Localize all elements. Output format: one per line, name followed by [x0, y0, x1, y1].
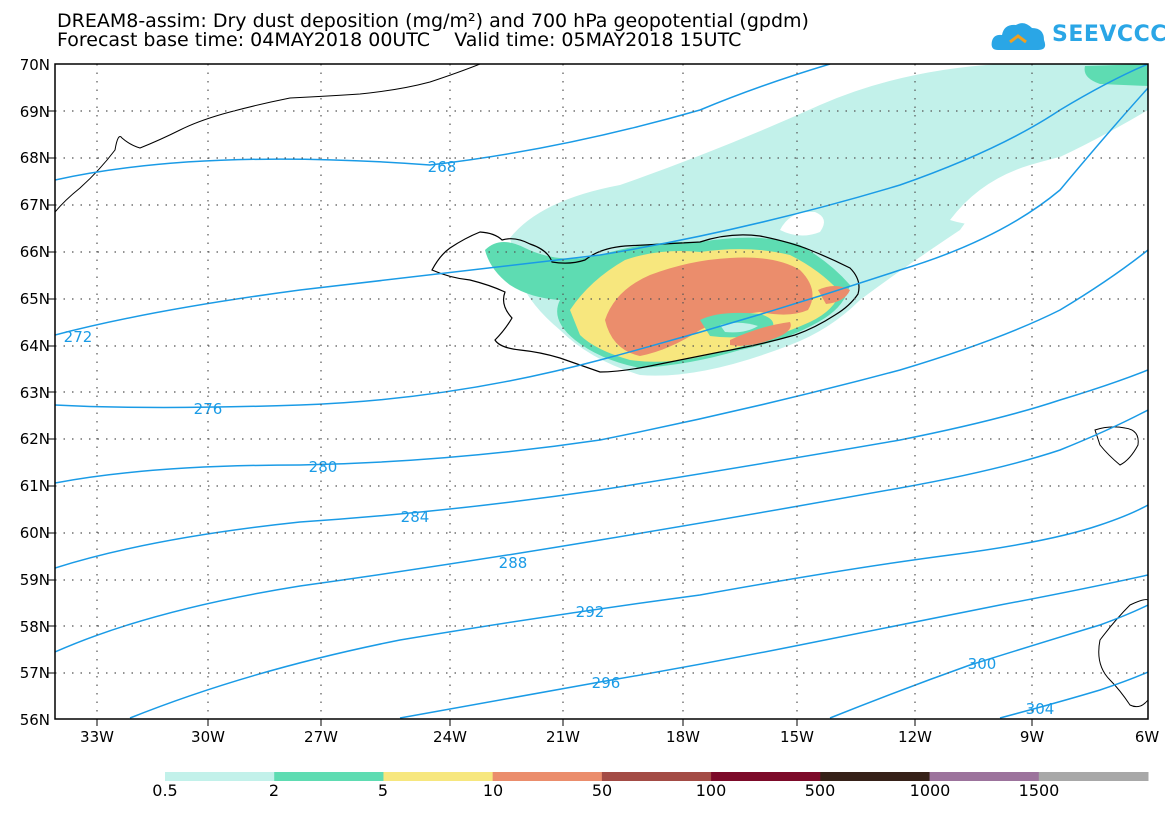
lon-label: 15W	[780, 728, 814, 746]
colorbar-swatch	[711, 772, 821, 781]
colorbar-label: 0.5	[152, 781, 178, 800]
greenland-coast	[55, 64, 481, 213]
colorbar-swatch	[1038, 772, 1149, 781]
colorbar-swatch	[601, 772, 712, 781]
lon-label: 6W	[1135, 728, 1160, 746]
lat-label: 59N	[20, 571, 50, 589]
lat-label: 66N	[20, 243, 50, 261]
dust-hotspot-south	[730, 322, 791, 346]
lon-label: 24W	[433, 728, 467, 746]
contour-label: 296	[592, 674, 621, 692]
dust-gap	[780, 211, 824, 236]
cloud-icon	[991, 23, 1046, 50]
colorbar-swatch	[274, 772, 384, 781]
dust-area-orange	[605, 257, 813, 356]
lon-label: 9W	[1020, 728, 1045, 746]
lat-label: 60N	[20, 524, 50, 542]
contour-label: 268	[428, 158, 457, 176]
lat-label: 67N	[20, 196, 50, 214]
colorbar-swatch	[820, 772, 931, 781]
colorbar-label: 50	[591, 781, 613, 800]
faroe-islands	[1094, 426, 1139, 466]
contour-label: 292	[576, 603, 605, 621]
contour-labels: 268 272 276 280 284 288 292 296 300 304	[64, 158, 1055, 718]
lat-label: 58N	[20, 618, 50, 636]
geopotential-contours	[55, 64, 1148, 719]
lon-label: 33W	[80, 728, 114, 746]
dust-hole-mid-2	[720, 322, 758, 333]
axis-ticks	[48, 110, 1033, 726]
lon-label: 27W	[304, 728, 338, 746]
lat-label: 69N	[20, 103, 50, 121]
logo-text: SEEVCCC	[1052, 22, 1167, 47]
map-title-line-1: DREAM8-assim: Dry dust deposition (mg/m²…	[57, 10, 809, 32]
colorbar	[165, 772, 1149, 781]
lon-label: 18W	[666, 728, 700, 746]
contour-label: 300	[968, 655, 997, 673]
lon-label: 12W	[898, 728, 932, 746]
lat-label: 56N	[20, 711, 50, 729]
seevccc-logo	[990, 14, 1170, 58]
colorbar-swatch	[492, 772, 603, 781]
lat-labels: 70N 69N 68N 67N 66N 65N 64N 63N 62N 61N …	[20, 56, 50, 729]
contour-label: 272	[64, 328, 93, 346]
contour-label: 276	[194, 400, 223, 418]
colorbar-swatch	[165, 772, 275, 781]
contour-label: 304	[1026, 700, 1055, 718]
dust-gap-2	[950, 140, 1148, 225]
colorbar-swatch	[929, 772, 1040, 781]
dust-hotspot-east	[818, 286, 850, 304]
lon-labels: 33W 30W 27W 24W 21W 18W 15W 12W 9W 6W	[80, 728, 1159, 746]
lat-label: 70N	[20, 56, 50, 74]
lat-label: 68N	[20, 149, 50, 167]
contour-label: 280	[309, 458, 338, 476]
colorbar-label: 500	[804, 781, 836, 800]
lat-label: 57N	[20, 664, 50, 682]
map-title-line-2: Forecast base time: 04MAY2018 00UTC Vali…	[57, 29, 742, 51]
scotland-coast	[1098, 599, 1148, 708]
lat-label: 64N	[20, 337, 50, 355]
gridlines	[55, 64, 1148, 719]
colorbar-label: 5	[377, 781, 389, 800]
lat-label: 63N	[20, 384, 50, 402]
colorbar-label: 2	[268, 781, 280, 800]
lon-label: 21W	[546, 728, 580, 746]
lat-label: 62N	[20, 430, 50, 448]
colorbar-label: 1500	[1018, 781, 1060, 800]
lat-label: 61N	[20, 477, 50, 495]
lat-label: 65N	[20, 290, 50, 308]
colorbar-swatch	[383, 772, 494, 781]
colorbar-label: 10	[482, 781, 504, 800]
colorbar-label: 1000	[909, 781, 951, 800]
dust-area-upper-right	[1084, 64, 1148, 86]
iceland-coast	[431, 231, 860, 373]
colorbar-label: 100	[695, 781, 727, 800]
contour-label: 288	[499, 554, 528, 572]
lon-label: 30W	[191, 728, 225, 746]
contour-label: 284	[401, 508, 430, 526]
